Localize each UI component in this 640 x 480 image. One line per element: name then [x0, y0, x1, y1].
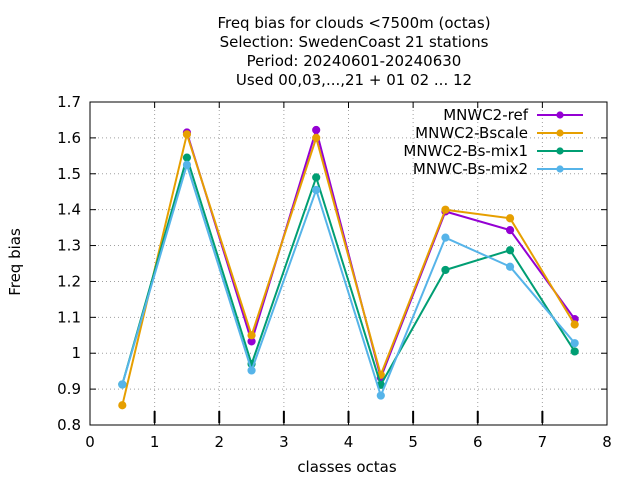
series-line: [121, 163, 576, 397]
grid: [90, 102, 607, 425]
data-point: [182, 160, 192, 169]
data-point: [441, 233, 450, 242]
legend-entry-label: MNWC2-Bs-mix1: [403, 142, 528, 160]
y-tick-label: 0.9: [57, 380, 81, 398]
x-tick-label: 1: [150, 433, 160, 451]
data-point: [505, 214, 515, 223]
data-point: [312, 133, 321, 142]
title-line-2: Selection: SwedenCoast 21 stations: [220, 33, 489, 51]
y-tick-label: 1.2: [57, 272, 81, 290]
data-point: [441, 265, 450, 275]
title-line-4: Used 00,03,...,21 + 01 02 ... 12: [236, 71, 472, 89]
legend-entry-marker: [556, 165, 564, 173]
y-tick-label: 1.1: [57, 308, 81, 326]
x-axis-label: classes octas: [297, 458, 397, 476]
legend-entry-marker: [556, 147, 564, 155]
x-tick-label: 0: [85, 433, 95, 451]
x-tick-label: 7: [538, 433, 548, 451]
data-point: [182, 153, 192, 162]
legend-entry-label: MNWC2-ref: [443, 106, 528, 124]
data-point: [505, 226, 515, 235]
data-point: [441, 205, 450, 214]
y-tick-label: 1.5: [57, 165, 81, 183]
y-tick-label: 0.8: [57, 416, 81, 434]
x-tick-label: 2: [214, 433, 224, 451]
data-point: [247, 366, 256, 375]
x-tick-label: 8: [602, 433, 612, 451]
data-point: [247, 331, 256, 340]
x-tick-label: 6: [473, 433, 483, 451]
data-point: [570, 347, 579, 356]
title-line-1: Freq bias for clouds <7500m (octas): [217, 14, 490, 32]
tick-labels: 0.8 0.9 1 1.1 1.2 1.3 1.4 1.5 1.6 1.7 0 1 2 3 4 5 6 7 8: [57, 93, 612, 451]
chart-title: Freq bias for clouds <7500m (octas) Sele…: [217, 14, 490, 89]
y-tick-label: 1.6: [57, 129, 81, 147]
series-MNWC2-Bscale: [118, 130, 579, 410]
series-line: [121, 156, 576, 386]
title-line-3: Period: 20240601-20240630: [247, 52, 462, 70]
data-point: [312, 125, 321, 135]
data-point: [570, 339, 579, 348]
legend: MNWC2-refMNWC2-BscaleMNWC2-Bs-mix1MNWC-B…: [403, 106, 583, 178]
x-tick-label: 4: [344, 433, 354, 451]
data-point: [118, 401, 127, 410]
data-point: [570, 320, 579, 329]
data-point: [312, 173, 321, 182]
data-point: [118, 380, 127, 389]
data-point: [505, 246, 515, 255]
y-tick-label: 1: [71, 344, 81, 362]
x-tick-label: 5: [408, 433, 418, 451]
y-tick-label: 1.3: [57, 237, 81, 255]
y-tick-label: 1.4: [57, 201, 81, 219]
data-point: [505, 262, 515, 271]
data-point: [182, 130, 192, 139]
x-tick-label: 3: [279, 433, 289, 451]
legend-entry-marker: [556, 111, 564, 119]
data-point: [312, 185, 321, 195]
legend-entry-marker: [556, 129, 564, 137]
axes: [89, 101, 608, 426]
y-axis-label: Freq bias: [6, 228, 24, 296]
data-point: [376, 391, 385, 400]
y-tick-label: 1.7: [57, 93, 81, 111]
series-MNWC-Bs-mix2: [118, 160, 579, 400]
series-line: [121, 133, 576, 406]
series-MNWC2-Bs-mix1: [118, 153, 579, 389]
legend-entry-label: MNWC-Bs-mix2: [413, 160, 528, 178]
series-lines: [118, 125, 579, 410]
legend-entry-label: MNWC2-Bscale: [415, 124, 528, 142]
